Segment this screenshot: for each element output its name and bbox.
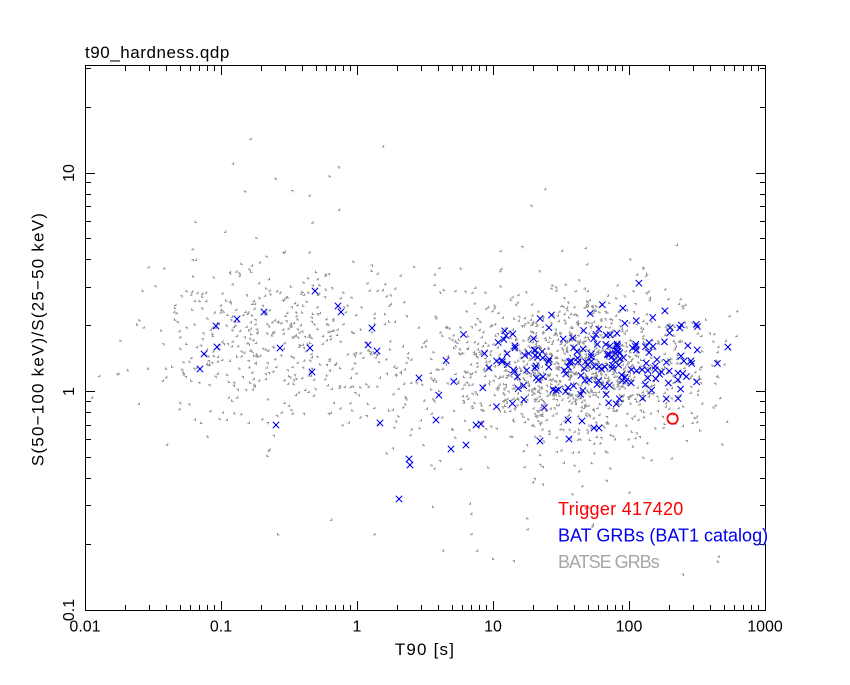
svg-text:10: 10: [484, 619, 502, 636]
svg-text:100: 100: [616, 619, 643, 636]
svg-text:0.1: 0.1: [210, 619, 232, 636]
svg-text:0.01: 0.01: [69, 619, 100, 636]
svg-text:0.1: 0.1: [61, 599, 78, 621]
svg-text:Trigger 417420: Trigger 417420: [558, 499, 684, 519]
svg-text:BATSE GRBs: BATSE GRBs: [558, 552, 660, 572]
svg-text:BAT GRBs (BAT1 catalog): BAT GRBs (BAT1 catalog): [558, 525, 768, 545]
svg-text:10: 10: [61, 164, 78, 182]
svg-text:S(50−100 keV)/S(25−50 keV): S(50−100 keV)/S(25−50 keV): [29, 212, 48, 466]
svg-text:1000: 1000: [747, 619, 783, 636]
svg-text:T90 [s]: T90 [s]: [395, 640, 455, 659]
svg-text:1: 1: [61, 387, 78, 396]
svg-text:1: 1: [353, 619, 362, 636]
svg-text:t90_hardness.qdp: t90_hardness.qdp: [85, 43, 230, 62]
